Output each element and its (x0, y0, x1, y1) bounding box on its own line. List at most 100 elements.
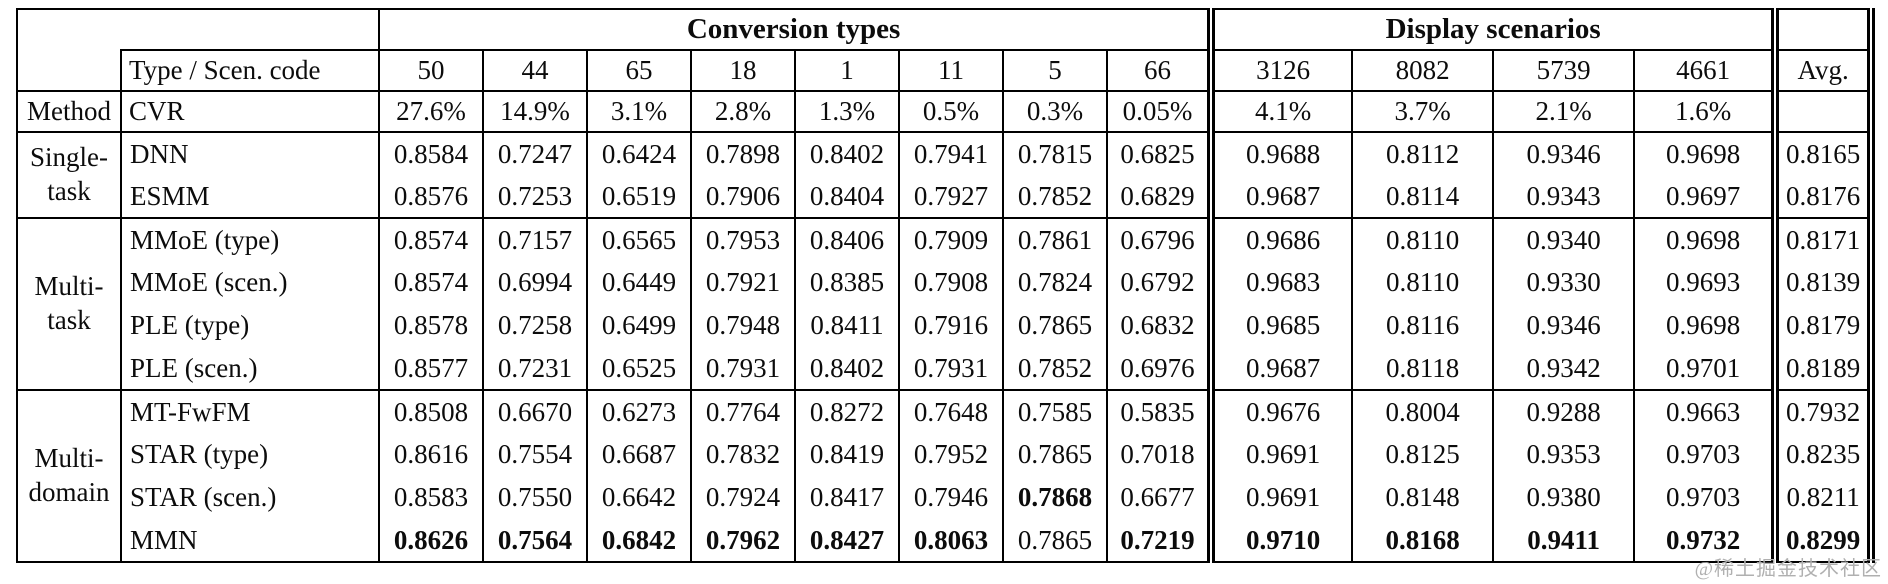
method-name: MMoE (type) (120, 217, 379, 261)
auc-cell: 0.9288 (1492, 389, 1635, 433)
auc-cell: 0.9353 (1492, 433, 1635, 476)
auc-cell: 0.9346 (1492, 304, 1635, 347)
cvr-cell: 0.5% (898, 90, 1003, 132)
auc-cell: 0.8110 (1351, 217, 1494, 261)
auc-cell: 0.6525 (586, 347, 691, 390)
code-cell: 65 (586, 50, 691, 91)
auc-cell: 0.9698 (1633, 217, 1776, 261)
table-row: ESMM 0.8576 0.7253 0.6519 0.7906 0.8404 0.7927… (17, 175, 1872, 218)
method-group-label: Multi-domain (16, 389, 121, 562)
auc-cell: 0.8148 (1351, 476, 1494, 519)
auc-cell: 0.7815 (1002, 131, 1107, 175)
method-column-label: Method (16, 90, 121, 132)
auc-cell: 0.7585 (1002, 389, 1107, 433)
auc-cell: 0.7931 (690, 347, 795, 390)
group-header-row: Conversion types Display scenarios (16, 9, 1872, 51)
code-cell: 18 (690, 50, 795, 91)
auc-cell: 0.8139 (1771, 261, 1872, 304)
auc-cell: 0.8168 (1351, 519, 1494, 562)
cvr-cell: 27.6% (378, 90, 483, 132)
auc-cell: 0.7861 (1002, 217, 1107, 261)
auc-cell: 0.9688 (1207, 131, 1353, 175)
auc-cell: 0.7909 (898, 217, 1003, 261)
auc-cell: 0.5835 (1105, 389, 1212, 433)
auc-cell: 0.8419 (794, 433, 899, 476)
auc-cell: 0.6519 (586, 175, 691, 218)
method-group-label: Single-task (16, 131, 121, 218)
auc-cell: 0.7824 (1002, 261, 1107, 304)
auc-cell: 0.8411 (794, 304, 899, 347)
code-cell: 66 (1105, 50, 1212, 91)
auc-cell: 0.6565 (586, 217, 691, 261)
auc-cell: 0.7253 (482, 175, 587, 218)
table-row: MMoE (scen.) 0.8574 0.6994 0.6449 0.7921 0.83… (17, 261, 1872, 304)
auc-cell: 0.7898 (690, 131, 795, 175)
auc-cell: 0.7231 (482, 347, 587, 390)
cvr-cell: 3.7% (1351, 90, 1494, 132)
table-row: STAR (type) 0.8616 0.7554 0.6687 0.7832 0.841… (17, 433, 1872, 476)
auc-cell: 0.8417 (794, 476, 899, 519)
auc-cell: 0.9342 (1492, 347, 1635, 390)
method-name: PLE (type) (120, 304, 379, 347)
auc-cell: 0.8574 (378, 261, 483, 304)
auc-cell: 0.7564 (482, 519, 587, 562)
auc-cell: 0.9701 (1633, 347, 1776, 390)
auc-cell: 0.7865 (1002, 519, 1107, 562)
auc-cell: 0.6670 (482, 389, 587, 433)
auc-cell: 0.6796 (1105, 217, 1212, 261)
cvr-avg-blank-cell (1771, 90, 1872, 132)
auc-cell: 0.7852 (1002, 347, 1107, 390)
code-cell: 50 (378, 50, 483, 91)
cvr-cell: 0.05% (1105, 90, 1212, 132)
auc-cell: 0.7550 (482, 476, 587, 519)
auc-cell: 0.8577 (378, 347, 483, 390)
auc-cell: 0.8385 (794, 261, 899, 304)
auc-cell: 0.8404 (794, 175, 899, 218)
auc-cell: 0.9710 (1207, 519, 1353, 562)
auc-cell: 0.8189 (1771, 347, 1872, 390)
auc-cell: 0.7157 (482, 217, 587, 261)
auc-cell: 0.7852 (1002, 175, 1107, 218)
auc-cell: 0.8112 (1351, 131, 1494, 175)
method-name: MMoE (scen.) (120, 261, 379, 304)
auc-cell: 0.8402 (794, 347, 899, 390)
code-cell: 5 (1002, 50, 1107, 91)
auc-cell: 0.7764 (690, 389, 795, 433)
auc-cell: 0.9687 (1207, 347, 1353, 390)
auc-cell: 0.6449 (586, 261, 691, 304)
auc-cell: 0.9693 (1633, 261, 1776, 304)
auc-cell: 0.8118 (1351, 347, 1494, 390)
results-table: Conversion types Display scenarios Type … (16, 8, 1876, 563)
cvr-cell: 1.3% (794, 90, 899, 132)
method-name: STAR (scen.) (120, 476, 379, 519)
avg-header-blank-cell (1771, 9, 1872, 51)
code-row: Type / Scen. code 50 44 65 18 1 11 5 66 3126 8082… (16, 49, 1872, 91)
auc-cell: 0.7932 (1771, 389, 1872, 433)
auc-cell: 0.7916 (898, 304, 1003, 347)
auc-cell: 0.7924 (690, 476, 795, 519)
auc-cell: 0.7931 (898, 347, 1003, 390)
auc-cell: 0.7946 (898, 476, 1003, 519)
auc-cell: 0.7908 (898, 261, 1003, 304)
table-row: STAR (scen.) 0.8583 0.7550 0.6642 0.7924 0.84… (17, 476, 1872, 519)
cvr-cell: 14.9% (482, 90, 587, 132)
display-scenarios-header: Display scenarios (1207, 9, 1776, 51)
auc-cell: 0.8176 (1771, 175, 1872, 218)
auc-cell: 0.8584 (378, 131, 483, 175)
auc-cell: 0.9340 (1492, 217, 1635, 261)
table-row: MMN 0.8626 0.7564 0.6842 0.7962 0.8427 0.8063 0… (17, 519, 1872, 562)
auc-cell: 0.7865 (1002, 304, 1107, 347)
cvr-cell: 0.3% (1002, 90, 1107, 132)
auc-cell: 0.8211 (1771, 476, 1872, 519)
auc-cell: 0.9698 (1633, 131, 1776, 175)
code-cell: 4661 (1633, 50, 1776, 91)
auc-cell: 0.8004 (1351, 389, 1494, 433)
auc-cell: 0.8116 (1351, 304, 1494, 347)
auc-cell: 0.8427 (794, 519, 899, 562)
auc-cell: 0.9698 (1633, 304, 1776, 347)
auc-cell: 0.6687 (586, 433, 691, 476)
code-cell: 11 (898, 50, 1003, 91)
auc-cell: 0.7921 (690, 261, 795, 304)
auc-cell: 0.8125 (1351, 433, 1494, 476)
